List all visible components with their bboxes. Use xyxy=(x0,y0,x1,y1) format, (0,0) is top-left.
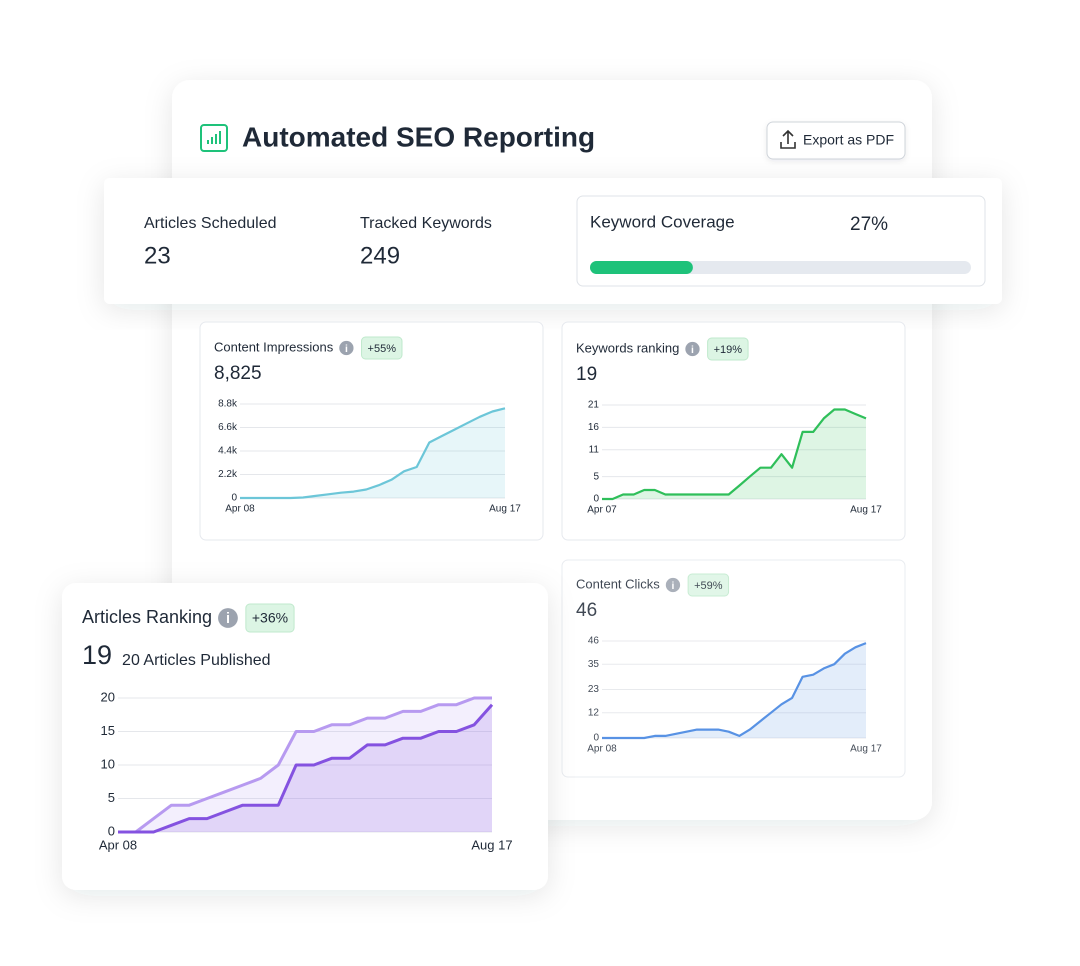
card-bg xyxy=(561,321,906,541)
chart-subtitle: 20 Articles Published xyxy=(122,652,271,669)
y-tick-label: 46 xyxy=(588,636,600,647)
y-tick-label: 23 xyxy=(588,684,600,695)
line xyxy=(240,407,506,500)
y-tick-label: 5 xyxy=(108,790,115,805)
y-tick-label: 35 xyxy=(588,659,600,670)
export-button[interactable]: Export as PDF xyxy=(766,121,906,160)
card-bg xyxy=(199,321,544,541)
badge xyxy=(707,337,749,361)
info-glyph: i xyxy=(691,345,694,356)
badge xyxy=(687,573,730,597)
stat-value: 23 xyxy=(144,242,171,269)
x-tick-label: Aug 17 xyxy=(471,837,512,852)
page-title: Automated SEO Reporting xyxy=(242,121,595,152)
progress-fill xyxy=(590,261,693,274)
info-icon xyxy=(665,577,681,593)
chart-card: Content Clicks i +59% 46 0 12 23 35 46 Apr 08 Aug … xyxy=(561,559,906,778)
y-tick-label: 11 xyxy=(589,444,600,455)
chart-title: Articles Ranking xyxy=(82,607,212,627)
line xyxy=(602,642,867,740)
chart-total: 8,825 xyxy=(214,363,262,384)
stat-label: Tracked Keywords xyxy=(360,215,492,232)
badge-text: +36% xyxy=(252,610,288,626)
stat-label: Articles Scheduled xyxy=(144,215,277,232)
info-icon xyxy=(218,608,238,628)
y-tick-label: 16 xyxy=(588,422,600,433)
y-tick-label: 12 xyxy=(588,707,600,718)
y-tick-label: 21 xyxy=(588,400,600,411)
chart-title: Content Clicks xyxy=(576,576,660,591)
area-fill xyxy=(602,643,866,738)
x-tick-label: Apr 07 xyxy=(587,505,617,516)
x-tick-label: Apr 08 xyxy=(587,744,617,755)
chart-card: Keywords ranking i +19% 19 0 5 11 16 21 Apr 07 Aug… xyxy=(561,321,906,541)
chart-total: 19 xyxy=(576,364,597,385)
card-bg xyxy=(561,559,906,778)
coverage-value: 27% xyxy=(850,214,888,235)
y-tick-label: 20 xyxy=(101,689,115,704)
coverage-label: Keyword Coverage xyxy=(590,212,735,231)
y-tick-label: 0 xyxy=(593,733,599,744)
y-tick-label: 8.8k xyxy=(218,399,238,410)
line xyxy=(118,703,494,834)
y-tick-label: 4.4k xyxy=(218,446,238,457)
area-fill xyxy=(118,704,492,832)
chart-card: Articles Ranking i +36% 19 20 Articles Publi… xyxy=(62,583,548,890)
y-tick-label: 10 xyxy=(101,756,115,771)
area-fill xyxy=(240,408,505,498)
card-bg xyxy=(62,583,548,890)
chart-card: Content Impressions i +55% 8,825 0 2.2k 4.4k 6.… xyxy=(199,321,544,541)
badge-text: +59% xyxy=(694,580,723,592)
y-tick-label: 2.2k xyxy=(218,469,238,480)
badge xyxy=(361,336,403,360)
badge xyxy=(245,603,295,633)
y-tick-label: 15 xyxy=(101,723,115,738)
export-label[interactable]: Export as PDF xyxy=(803,132,894,148)
badge-text: +19% xyxy=(714,344,743,356)
line xyxy=(602,408,867,501)
info-glyph: i xyxy=(226,611,230,627)
line xyxy=(118,696,492,834)
badge-text: +55% xyxy=(368,343,397,355)
chart-title: Content Impressions xyxy=(214,339,334,354)
info-glyph: i xyxy=(672,581,675,592)
chart-total: 19 xyxy=(82,640,112,670)
y-tick-label: 6.6k xyxy=(218,422,238,433)
x-tick-label: Aug 17 xyxy=(850,505,882,516)
x-tick-label: Apr 08 xyxy=(99,837,137,852)
x-tick-label: Aug 17 xyxy=(489,504,521,515)
y-tick-label: 0 xyxy=(231,493,237,504)
x-tick-label: Aug 17 xyxy=(850,744,882,755)
y-tick-label: 5 xyxy=(593,471,599,482)
x-tick-label: Apr 08 xyxy=(225,504,255,515)
area-fill xyxy=(602,409,866,499)
chart-total: 46 xyxy=(576,600,597,621)
stat-value: 249 xyxy=(360,242,400,269)
chart-title: Keywords ranking xyxy=(576,340,679,355)
info-glyph: i xyxy=(345,344,348,355)
info-icon xyxy=(339,340,354,356)
y-tick-label: 0 xyxy=(108,823,115,838)
y-tick-label: 0 xyxy=(593,494,599,505)
info-icon xyxy=(685,341,700,357)
logo-icon xyxy=(200,124,228,152)
